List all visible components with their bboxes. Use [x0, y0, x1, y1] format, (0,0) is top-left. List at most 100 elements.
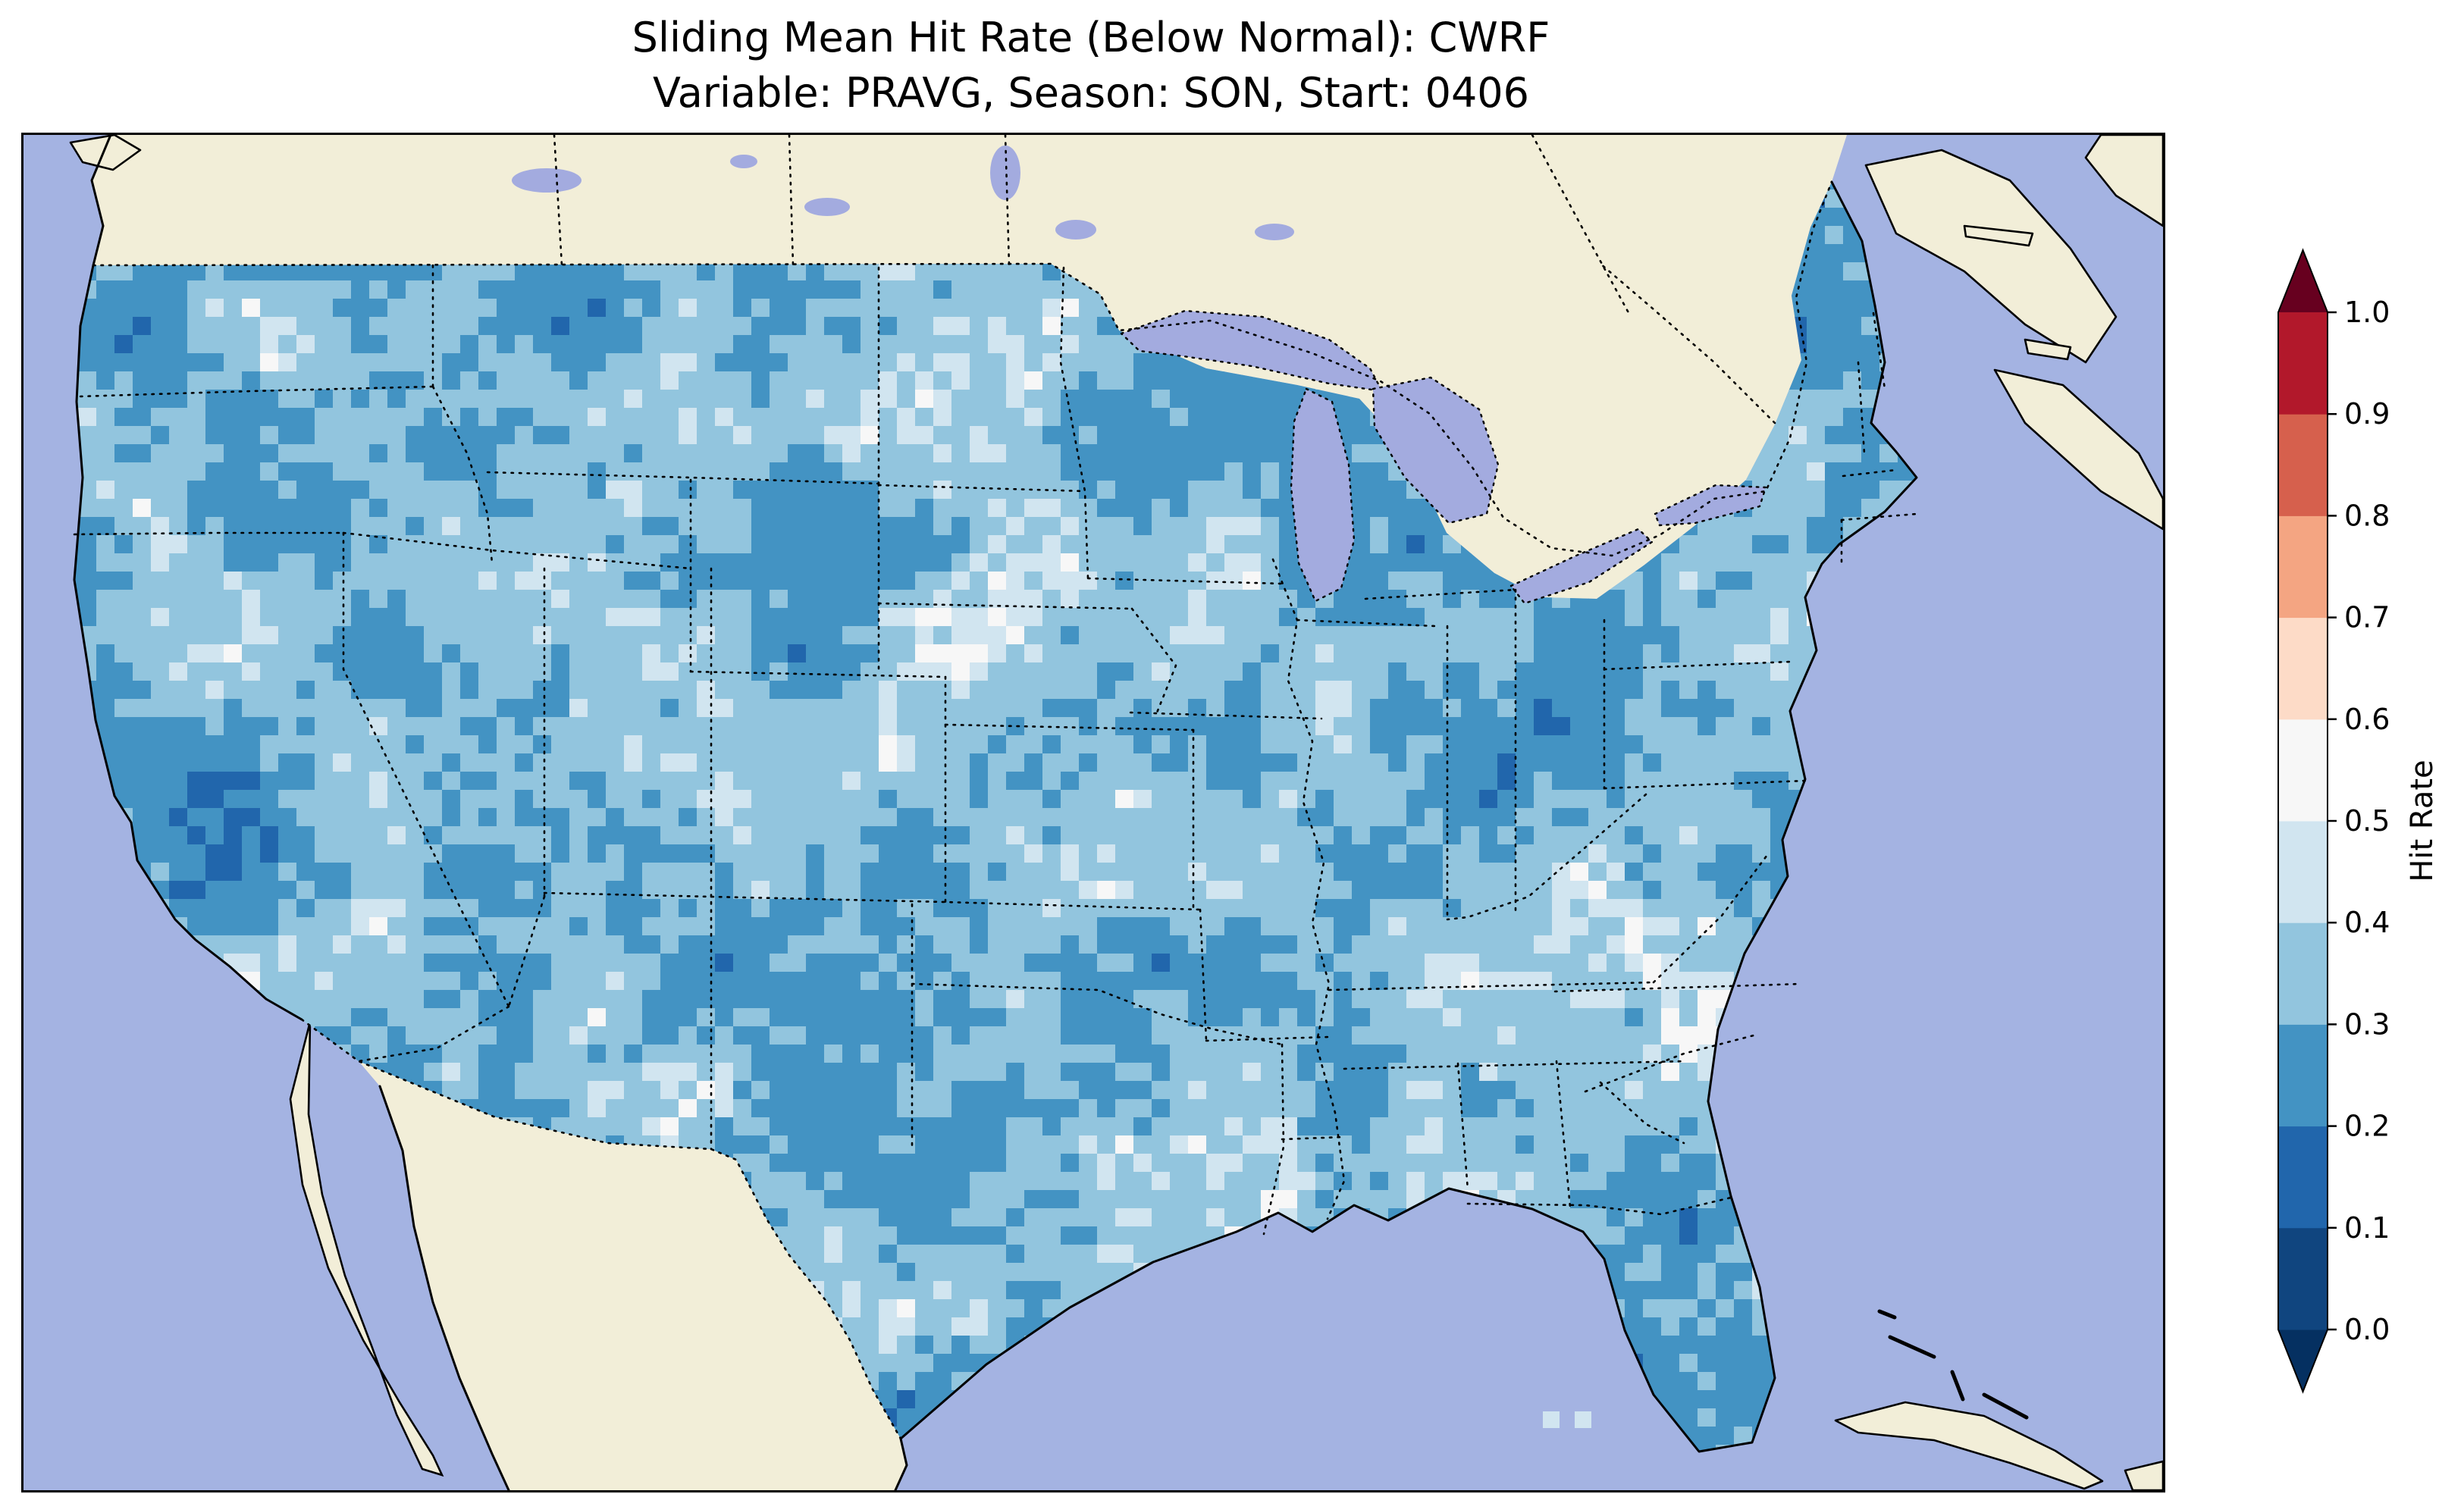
hit-rate-cell	[387, 1045, 406, 1063]
hit-rate-cell	[988, 790, 1007, 809]
hit-rate-cell	[1261, 972, 1280, 991]
hit-rate-cell	[988, 699, 1007, 718]
hit-rate-cell	[333, 790, 352, 809]
hit-rate-cell	[1643, 717, 1662, 736]
hit-rate-cell	[1734, 608, 1753, 627]
hit-rate-cell	[588, 662, 607, 681]
hit-rate-cell	[1479, 590, 1498, 609]
hit-rate-cell	[697, 990, 716, 1009]
hit-rate-cell	[1224, 954, 1243, 973]
hit-rate-cell	[1807, 535, 1826, 554]
hit-rate-cell	[1879, 481, 1898, 500]
hit-rate-cell	[606, 917, 625, 936]
hit-rate-cell	[96, 681, 115, 700]
hit-rate-cell	[442, 717, 461, 736]
hit-rate-cell	[551, 808, 570, 827]
hit-rate-cell	[1152, 426, 1171, 445]
hit-rate-cell	[1607, 753, 1625, 772]
hit-rate-cell	[242, 444, 261, 463]
hit-rate-cell	[624, 535, 643, 554]
hit-rate-cell	[1570, 790, 1589, 809]
hit-rate-cell	[315, 753, 334, 772]
hit-rate-cell	[224, 353, 243, 372]
hit-rate-cell	[460, 608, 479, 627]
hit-rate-cell	[533, 481, 552, 500]
hit-rate-cell	[588, 317, 607, 336]
hit-rate-cell	[442, 553, 461, 572]
hit-rate-cell	[660, 790, 679, 809]
hit-rate-cell	[1006, 844, 1025, 863]
hit-rate-cell	[1734, 681, 1753, 700]
hit-rate-cell	[1352, 426, 1371, 445]
hit-rate-cell	[1625, 917, 1644, 936]
hit-rate-cell	[460, 681, 479, 700]
hit-rate-cell	[751, 517, 770, 536]
hit-rate-cell	[679, 990, 698, 1009]
hit-rate-cell	[1461, 735, 1480, 754]
hit-rate-cell	[1170, 935, 1189, 954]
hit-rate-cell	[114, 390, 133, 409]
hit-rate-cell	[205, 444, 224, 463]
hit-rate-cell	[1006, 371, 1025, 390]
hit-rate-cell	[1297, 954, 1316, 973]
hit-rate-cell	[1188, 390, 1207, 409]
hit-rate-cell	[205, 572, 224, 590]
hit-rate-cell	[1497, 626, 1516, 645]
hit-rate-cell	[1516, 844, 1535, 863]
hit-rate-cell	[424, 899, 443, 918]
hit-rate-cell	[1552, 808, 1571, 827]
hit-rate-cell	[1425, 863, 1444, 882]
hit-rate-cell	[551, 917, 570, 936]
hit-rate-cell	[442, 535, 461, 554]
hit-rate-cell	[1352, 662, 1371, 681]
hit-rate-cell	[788, 717, 807, 736]
hit-rate-cell	[569, 772, 588, 791]
hit-rate-cell	[915, 535, 934, 554]
hit-rate-cell	[1243, 462, 1262, 481]
hit-rate-cell	[824, 790, 843, 809]
hit-rate-cell	[1352, 772, 1371, 791]
hit-rate-cell	[1188, 371, 1207, 390]
hit-rate-cell	[1534, 935, 1553, 954]
hit-rate-cell	[770, 462, 788, 481]
hit-rate-cell	[533, 844, 552, 863]
hit-rate-cell	[351, 826, 370, 845]
hit-rate-cell	[606, 335, 625, 354]
hit-rate-cell	[1607, 826, 1625, 845]
hit-rate-cell	[715, 808, 734, 827]
hit-rate-cell	[333, 553, 352, 572]
hit-rate-cell	[351, 608, 370, 627]
hit-rate-cell	[515, 808, 534, 827]
hit-rate-cell	[770, 426, 788, 445]
hit-rate-cell	[642, 717, 661, 736]
hit-rate-cell	[751, 280, 770, 299]
hit-rate-cell	[1461, 863, 1480, 882]
hit-rate-cell	[296, 408, 315, 427]
hit-rate-cell	[406, 735, 425, 754]
hit-rate-cell	[1607, 990, 1625, 1009]
hit-rate-cell	[588, 844, 607, 863]
hit-rate-cell	[1133, 371, 1152, 390]
hit-rate-cell	[806, 735, 825, 754]
hit-rate-cell	[1716, 972, 1735, 991]
hit-rate-cell	[861, 1008, 879, 1027]
hit-rate-cell	[1516, 990, 1535, 1009]
hit-rate-cell	[1188, 662, 1207, 681]
hit-rate-cell	[1479, 917, 1498, 936]
hit-rate-cell	[751, 899, 770, 918]
hit-rate-cell	[1152, 590, 1171, 609]
hit-rate-cell	[333, 954, 352, 973]
hit-rate-cell	[824, 353, 843, 372]
hit-rate-cell	[715, 390, 734, 409]
hit-rate-cell	[861, 1026, 879, 1045]
hit-rate-cell	[624, 426, 643, 445]
hit-rate-cell	[1224, 444, 1243, 463]
hit-rate-cell	[1206, 408, 1225, 427]
hit-rate-cell	[296, 863, 315, 882]
hit-rate-cell	[296, 662, 315, 681]
hit-rate-cell	[1443, 590, 1462, 609]
hit-rate-cell	[1061, 390, 1080, 409]
hit-rate-cell	[806, 772, 825, 791]
hit-rate-cell	[861, 954, 879, 973]
hit-rate-cell	[660, 535, 679, 554]
